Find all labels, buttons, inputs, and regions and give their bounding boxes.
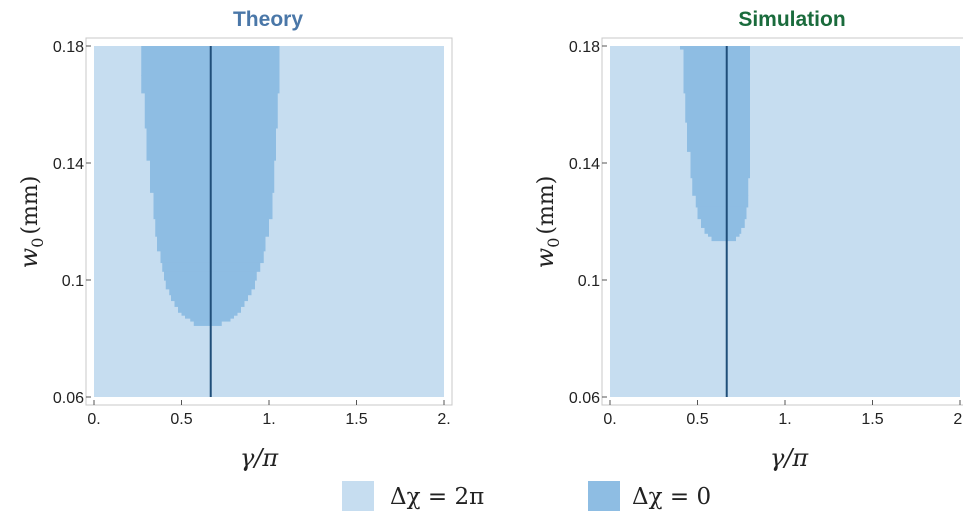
legend-swatch-2pi [342, 481, 374, 511]
simulation-region-2pi [610, 46, 960, 397]
theory-region-0-strip [181, 312, 238, 316]
simulation-region-0-strip [704, 227, 742, 234]
legend-label-2pi: Δχ = 2π [390, 484, 484, 510]
theory-x-tick-label: 2. [437, 411, 450, 428]
theory-x-axis-label: γ/π [240, 444, 279, 472]
simulation-x-tick-label: 1. [778, 411, 791, 428]
theory-title: Theory [233, 8, 303, 31]
svg-text:w0(mm): w0 (mm) [531, 176, 563, 269]
simulation-x-tick-label: 2. [953, 411, 963, 428]
theory-y-tick-label: 0.14 [53, 156, 84, 173]
simulation-region-0-strip [680, 46, 750, 50]
theory-plot-area: 0. 0.5 1. 1.5 2. 0.06 0.1 0.14 0.18 [53, 37, 453, 428]
legend: Δχ = 2π Δχ = 0 [342, 481, 711, 511]
theory-x-tick-label: 0.5 [170, 411, 192, 428]
simulation-region-0-strip [692, 177, 749, 196]
simulation-region-0-strip [701, 218, 745, 228]
simulation-region-0-strip [695, 195, 749, 208]
theory-x-tick-label: 1. [262, 411, 275, 428]
theory-region-0-strip [150, 160, 275, 193]
theory-y-axis-unit: (mm) [18, 176, 43, 235]
simulation-region-0-strip [685, 92, 750, 123]
theory-region-0-strip [160, 250, 264, 264]
simulation-y-tick-label: 0.1 [578, 273, 600, 290]
simulation-region-0-strip [683, 48, 750, 94]
legend-label-0: Δχ = 0 [632, 484, 711, 510]
theory-x-tick-label: 1.5 [345, 411, 367, 428]
theory-region-0-strip [178, 306, 241, 313]
simulation-region-0-strip [711, 236, 736, 242]
simulation-region-0-strip [687, 122, 750, 152]
simulation-x-tick-label: 1.5 [861, 411, 883, 428]
simulation-y-axis-unit: (mm) [534, 176, 559, 235]
theory-y-axis-sub: 0 [28, 238, 47, 248]
theory-x-tick-label: 0. [87, 411, 100, 428]
simulation-x-tick-label: 0. [603, 411, 616, 428]
legend-swatch-0 [588, 481, 620, 511]
simulation-region-0-strip [690, 151, 750, 179]
simulation-region-0-strip [708, 233, 740, 237]
simulation-x-axis-label: γ/π [770, 444, 809, 472]
simulation-plot-area: 0. 0.5 1. 1.5 2. 0.06 0.1 0.14 0.18 [569, 37, 963, 428]
simulation-panel: Simulation 0. 0.5 1. 1.5 2. 0.06 0.1 0.14 0.18 γ… [531, 8, 963, 472]
simulation-region-0-strip [697, 206, 747, 220]
theory-region-0-strip [153, 192, 273, 220]
simulation-title: Simulation [738, 8, 845, 31]
simulation-y-tick-label: 0.14 [569, 156, 600, 173]
simulation-y-axis-label: w0 (mm) [531, 176, 563, 269]
theory-y-tick-label: 0.06 [53, 390, 84, 407]
theory-y-axis-symbol: w [15, 247, 43, 268]
theory-y-axis-label: w0 (mm) [15, 176, 47, 269]
theory-region-0-strip [193, 320, 222, 326]
simulation-x-tick-label: 0.5 [686, 411, 708, 428]
svg-text:w0(mm): w0 (mm) [15, 176, 47, 269]
simulation-y-axis-sub: 0 [544, 238, 563, 248]
theory-panel: Theory 0. 0.5 1. 1.5 2. 0.06 0.1 0.14 0.18 γ/π w… [15, 8, 453, 472]
theory-region-0-strip [171, 294, 248, 302]
simulation-y-tick-label: 0.18 [569, 39, 600, 56]
theory-region-0-strip [155, 218, 269, 237]
theory-y-tick-label: 0.1 [62, 273, 84, 290]
theory-y-tick-label: 0.18 [53, 39, 84, 56]
theory-region-0-strip [185, 315, 234, 319]
simulation-y-tick-label: 0.06 [569, 390, 600, 407]
simulation-y-axis-symbol: w [531, 247, 559, 268]
theory-region-0-strip [174, 300, 245, 307]
